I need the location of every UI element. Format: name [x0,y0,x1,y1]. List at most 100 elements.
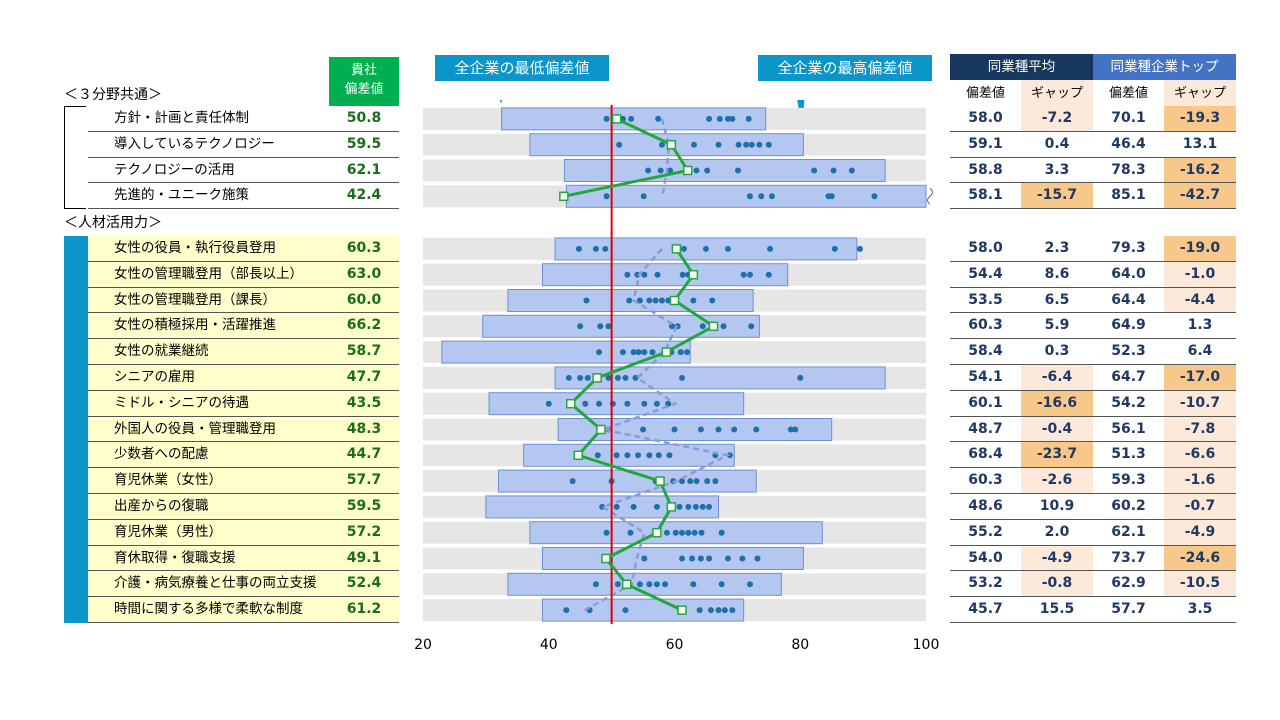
peer-score: 58.1 [950,183,1021,210]
company-dot [696,607,703,614]
company-score-marker [596,424,606,435]
company-dot [758,193,765,200]
company-dot [706,115,713,122]
company-dot [715,141,722,148]
company-score-marker [666,139,677,150]
company-score-marker [566,398,576,409]
subheader-peer-gap: ギャップ [1021,80,1093,107]
company-dot [685,529,692,536]
top-gap: -10.5 [1164,571,1236,598]
company-score-marker [688,269,699,280]
top-score: 73.7 [1093,546,1164,572]
top-gap: -7.8 [1164,416,1236,443]
company-dot [613,452,620,459]
company-dot [756,141,763,148]
peer-gap: 3.3 [1021,158,1093,184]
callout-min-pointer [500,100,502,104]
company-dot [745,115,752,122]
company-dot [731,426,738,433]
company-dot [665,297,672,304]
peer-score: 55.2 [950,520,1021,546]
company-score: 62.1 [329,158,399,184]
company-score-marker [661,347,672,357]
company-dot [641,349,648,356]
top-score: 64.9 [1093,313,1164,340]
company-dot [640,426,647,433]
range-bar [488,392,745,416]
company-score: 60.3 [329,236,399,262]
company-dot [653,400,660,407]
company-score: 60.0 [329,287,399,314]
company-dot [653,581,660,588]
peer-gap: -7.2 [1021,106,1093,132]
company-dot [624,271,631,278]
company-dot [690,581,697,588]
company-dot [693,167,700,174]
company-dot [635,349,642,356]
row-label: 育休取得・復職支援 [88,545,329,572]
company-dot [698,529,705,536]
company-dot [622,374,629,381]
range-bar [507,572,782,596]
company-dot [641,555,648,562]
company-score-header-line2: 偏差値 [344,82,384,97]
x-tick-label: 20 [414,637,432,653]
company-score-header: 貴社 偏差値 [329,57,399,106]
company-dot [662,581,669,588]
row-label: 女性の役員・執行役員登用 [88,236,329,262]
top-gap: -10.7 [1164,390,1236,417]
callout-min-label: 全企業の最低偏差値 [454,59,590,77]
company-score-marker [708,321,719,332]
company-dot [646,297,653,304]
company-dot [787,426,794,433]
peer-score: 60.1 [950,391,1021,417]
company-dot [689,555,696,562]
company-dot [729,115,736,122]
company-dot [739,555,746,562]
company-dot [679,529,686,536]
company-dot [679,478,686,485]
peer-average-header: 同業種平均 [950,54,1093,80]
peer-score: 53.5 [950,288,1021,314]
company-dot [645,167,652,174]
subheader-top-gap: ギャップ [1164,80,1236,107]
peer-score: 60.3 [950,313,1021,340]
range-bar [563,159,886,182]
top-gap: -17.0 [1164,365,1236,391]
company-score: 42.4 [329,183,399,210]
peer-gap: -4.9 [1021,545,1093,572]
company-dot [690,141,697,148]
top-gap: -1.6 [1164,468,1236,494]
x-tick-label: 40 [540,637,558,653]
company-dot [724,115,731,122]
peer-gap: -6.4 [1021,365,1093,391]
company-dot [667,167,674,174]
company-dot [679,555,686,562]
company-dot [654,271,661,278]
range-bar [441,340,691,364]
company-dot [663,529,670,536]
industry-top-header-label: 同業種企業トップ [1110,59,1219,75]
row-label: テクノロジーの活用 [88,158,329,184]
peer-gap: -16.6 [1021,390,1093,417]
company-score-line [563,117,691,198]
top-gap: -4.9 [1164,519,1236,546]
peer-score: 54.0 [950,546,1021,572]
section-strip [64,236,88,623]
peer-gap: 2.0 [1021,520,1093,546]
company-dot [622,607,629,614]
company-score-marker [652,527,662,538]
company-dot [709,297,716,304]
company-dot [724,245,731,252]
company-dot [830,167,837,174]
peer-average-header-label: 同業種平均 [987,59,1056,75]
company-dot [856,245,863,252]
company-dot [624,452,631,459]
peer-gap: 5.9 [1021,313,1093,340]
row-label: 少数者への配慮 [88,442,329,469]
top-gap: -0.7 [1164,494,1236,520]
company-dot [848,167,855,174]
company-dot [748,323,755,330]
peer-gap: 8.6 [1021,262,1093,288]
company-score-marker [601,553,611,564]
